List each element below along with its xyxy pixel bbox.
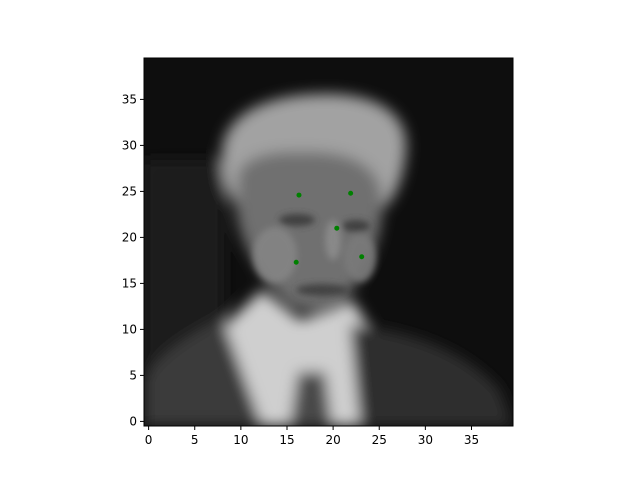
landmark-point [334,225,340,231]
x-tick-label: 5 [191,433,199,447]
landmark-points [293,190,365,265]
axes-frame [143,57,514,427]
y-tick-label: 20 [122,230,137,244]
x-tick-label: 10 [233,433,248,447]
landmark-point [348,190,354,196]
face-image [144,58,513,426]
landmark-point [359,254,365,260]
y-axis: 0 5 10 15 20 25 30 35 [122,92,144,428]
y-tick-label: 0 [129,414,137,428]
x-tick-label: 35 [464,433,479,447]
y-tick-label: 30 [122,138,137,152]
x-tick-label: 30 [418,433,433,447]
landmark-point [296,192,302,198]
y-tick-label: 10 [122,322,137,336]
x-tick-label: 0 [145,433,153,447]
x-tick-label: 15 [279,433,294,447]
y-tick-label: 15 [122,276,137,290]
x-tick-label: 20 [325,433,340,447]
x-axis: 0 5 10 15 20 25 30 35 [145,426,479,447]
y-tick-label: 25 [122,184,137,198]
x-tick-label: 25 [372,433,387,447]
landmark-point [293,259,299,265]
y-tick-label: 5 [129,368,137,382]
y-tick-label: 35 [122,92,137,106]
